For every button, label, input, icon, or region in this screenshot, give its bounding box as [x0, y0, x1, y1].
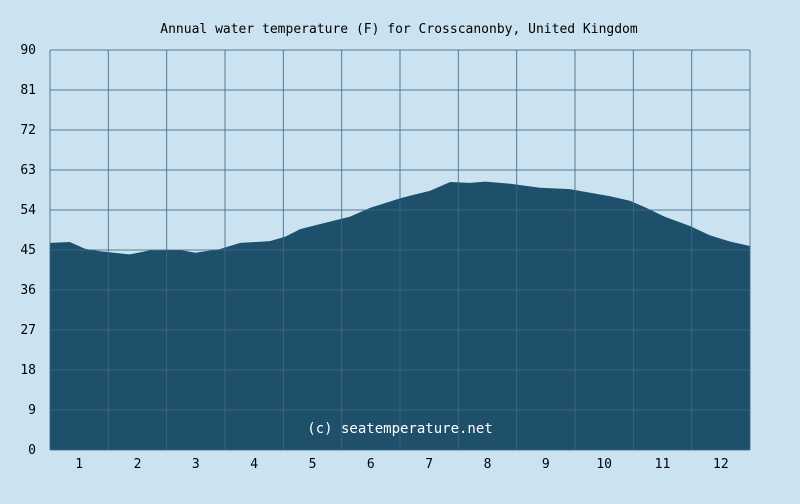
x-tick-label: 12: [713, 457, 729, 472]
x-tick-label: 5: [309, 457, 317, 472]
x-tick-label: 10: [596, 457, 612, 472]
x-tick-label: 2: [134, 457, 142, 472]
y-tick-label: 63: [20, 163, 36, 178]
x-tick-label: 9: [542, 457, 550, 472]
y-tick-label: 45: [20, 243, 36, 258]
y-tick-label: 9: [28, 403, 36, 418]
y-tick-label: 27: [20, 323, 36, 338]
x-tick-label: 8: [484, 457, 492, 472]
x-tick-label: 3: [192, 457, 200, 472]
x-tick-label: 11: [655, 457, 671, 472]
y-tick-label: 0: [28, 443, 36, 458]
y-tick-label: 81: [20, 83, 36, 98]
y-tick-label: 36: [20, 283, 36, 298]
y-tick-label: 54: [20, 203, 36, 218]
y-tick-label: 18: [20, 363, 36, 378]
y-tick-label: 90: [20, 43, 36, 58]
chart-title: Annual water temperature (F) for Crossca…: [160, 22, 638, 37]
x-tick-label: 6: [367, 457, 375, 472]
x-tick-label: 4: [250, 457, 258, 472]
x-tick-label: 1: [75, 457, 83, 472]
y-tick-label: 72: [20, 123, 36, 138]
watermark: (c) seatemperature.net: [307, 421, 492, 437]
x-tick-label: 7: [425, 457, 433, 472]
